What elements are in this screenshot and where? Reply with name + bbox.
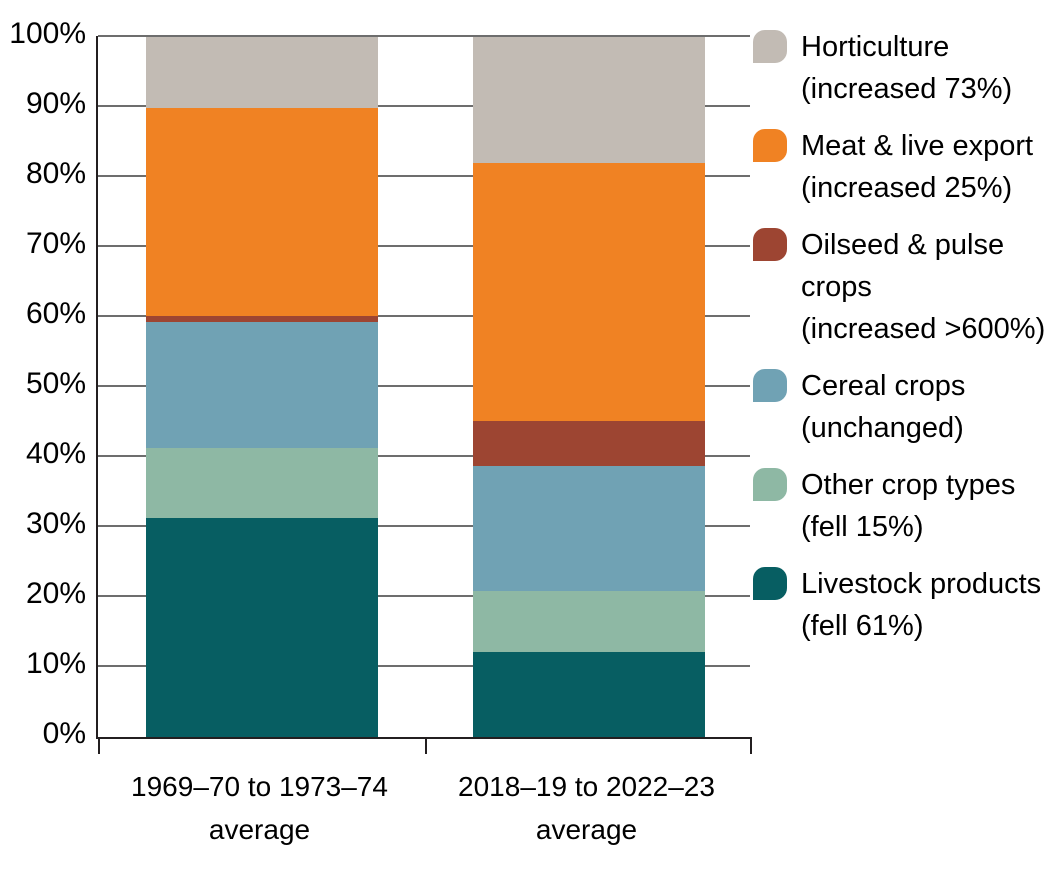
bar-segment-horticulture [473,37,705,164]
y-tick-label-100: 100% [9,17,86,50]
legend-text-cereal-crops: Cereal crops (unchanged) [801,365,965,449]
gridline-30 [98,525,750,527]
legend-label: Horticulture [801,31,950,63]
gridline-100 [98,35,750,37]
y-tick-label-10: 10% [25,647,86,680]
legend: Horticulture (increased 73%) Meat & live e… [753,26,1049,647]
legend-item-oilseed-pulse-crops: Oilseed & pulse crops (increased >600%) [753,224,1049,350]
gridline-70 [98,245,750,247]
x-category-label-2018-19-to-2022-23: 2018–19 to 2022–23 average [423,765,750,851]
legend-text-horticulture: Horticulture (increased 73%) [801,26,1012,110]
legend-item-meat-live-export: Meat & live export (increased 25%) [753,125,1049,209]
y-tick-label-30: 30% [25,507,86,540]
gridline-40 [98,455,750,457]
x-axis-tick [425,737,427,754]
x-category-label-line: 1969–70 to 1973–74 [131,771,388,802]
bar-segment-meat-live-export [473,163,705,422]
bar-segment-other-crop-types [146,447,378,518]
y-tick-label-60: 60% [25,297,86,330]
y-tick-label-70: 70% [25,227,86,260]
y-tick-label-90: 90% [25,87,86,120]
bar-segment-other-crop-types [473,591,705,652]
legend-swatch-cereal-crops [753,369,787,402]
x-category-label-line: 2018–19 to 2022–23 [458,771,715,802]
bar-segment-livestock-products [146,517,378,737]
gridline-10 [98,665,750,667]
gridline-60 [98,315,750,317]
legend-text-oilseed-pulse-crops: Oilseed & pulse crops (increased >600%) [801,224,1049,350]
bar-2018-19-to-2022-23 [473,37,705,737]
x-category-label-1969-70-to-1973-74: 1969–70 to 1973–74 average [96,765,423,851]
y-tick-label-80: 80% [25,157,86,190]
bar-segment-oilseed-pulse-crops [473,421,705,467]
gridline-90 [98,105,750,107]
gridline-80 [98,175,750,177]
x-axis-tick [98,737,100,754]
legend-label: Other crop types [801,469,1016,501]
legend-note: (unchanged) [801,412,964,444]
gridline-20 [98,595,750,597]
y-tick-label-50: 50% [25,367,86,400]
legend-label: Cereal crops [801,370,966,402]
legend-label: Oilseed & pulse crops [801,229,1005,303]
y-tick-label-0: 0% [42,717,86,750]
legend-item-cereal-crops: Cereal crops (unchanged) [753,365,1049,449]
legend-swatch-other-crop-types [753,468,787,501]
legend-text-meat-live-export: Meat & live export (increased 25%) [801,125,1033,209]
gridline-50 [98,385,750,387]
legend-note: (fell 61%) [801,610,924,642]
bar-1969-70-to-1973-74 [146,37,378,737]
legend-swatch-horticulture [753,30,787,63]
bar-segment-cereal-crops [473,466,705,592]
legend-item-horticulture: Horticulture (increased 73%) [753,26,1049,110]
legend-item-other-crop-types: Other crop types (fell 15%) [753,464,1049,548]
legend-swatch-meat-live-export [753,129,787,162]
legend-note: (increased 25%) [801,172,1013,204]
x-category-label-line: average [535,814,638,845]
legend-label: Meat & live export [801,130,1034,162]
x-category-label-line: average [208,814,311,845]
legend-text-livestock-products: Livestock products (fell 61%) [801,563,1041,647]
x-axis-tick [750,737,752,754]
legend-item-livestock-products: Livestock products (fell 61%) [753,563,1049,647]
y-tick-label-20: 20% [25,577,86,610]
y-tick-label-40: 40% [25,437,86,470]
legend-text-other-crop-types: Other crop types (fell 15%) [801,464,1015,548]
bar-segment-livestock-products [473,651,705,737]
bar-segment-oilseed-pulse-crops [146,316,378,322]
plot-area [96,35,752,754]
bar-segment-cereal-crops [146,321,378,448]
legend-note: (increased 73%) [801,73,1013,105]
legend-note: (increased >600%) [801,313,1046,345]
bar-segment-meat-live-export [146,108,378,317]
legend-swatch-livestock-products [753,567,787,600]
legend-note: (fell 15%) [801,511,924,543]
legend-label: Livestock products [801,568,1042,600]
legend-swatch-oilseed-pulse-crops [753,228,787,261]
bar-segment-horticulture [146,37,378,109]
